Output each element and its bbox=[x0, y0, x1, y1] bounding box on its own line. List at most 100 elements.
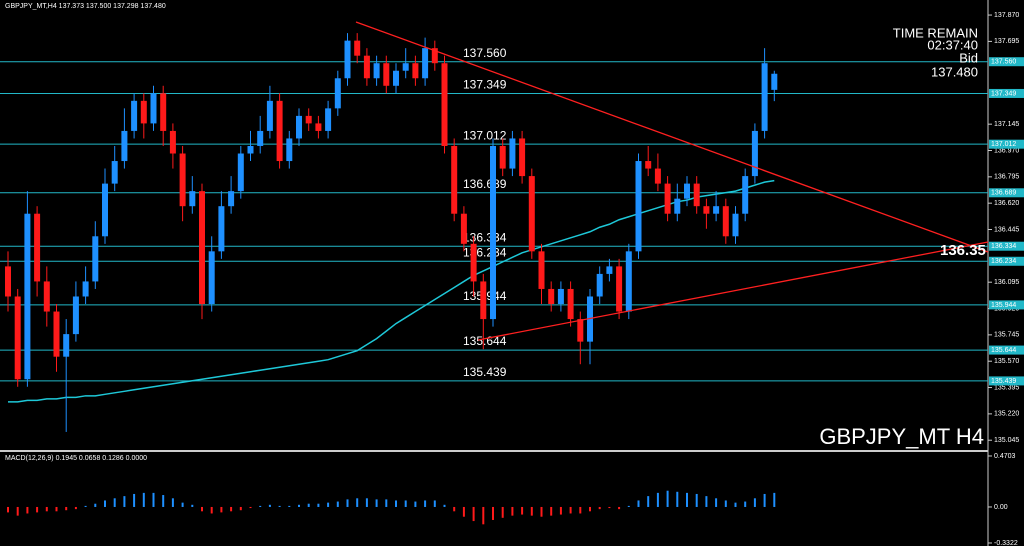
macd-tick-label: 0.00 bbox=[994, 504, 1008, 511]
macd-label: MACD(12,26,9) 0.1945 0.0658 0.1286 0.000… bbox=[5, 455, 147, 462]
y-tick-label: 136.795 bbox=[994, 174, 1019, 181]
level-box bbox=[989, 241, 1024, 251]
candle-body bbox=[228, 191, 235, 207]
level-label: 135.644 bbox=[463, 334, 507, 348]
candle-body bbox=[557, 288, 564, 305]
candle-body bbox=[383, 63, 390, 86]
candle-body bbox=[509, 138, 516, 169]
candle-body bbox=[441, 63, 448, 146]
candle-body bbox=[460, 213, 467, 244]
candle-body bbox=[645, 161, 652, 169]
candle-body bbox=[276, 100, 283, 162]
level-box bbox=[989, 300, 1024, 310]
candle-body bbox=[237, 153, 244, 192]
candle-body bbox=[480, 281, 487, 320]
trend-line bbox=[355, 21, 989, 253]
bid-label: Bid bbox=[959, 50, 978, 65]
y-tick-label: 137.145 bbox=[994, 121, 1019, 128]
candle-body bbox=[102, 183, 108, 237]
candle-body bbox=[131, 100, 138, 131]
level-box-label: 137.349 bbox=[991, 90, 1016, 97]
level-box-label: 135.439 bbox=[991, 378, 1016, 385]
macd-tick-label: -0.3322 bbox=[994, 540, 1018, 546]
y-tick-label: 135.570 bbox=[994, 358, 1019, 365]
candle-body bbox=[451, 145, 458, 214]
candle-body bbox=[179, 153, 186, 207]
candle-body bbox=[150, 93, 157, 124]
level-box bbox=[989, 57, 1024, 67]
candle-body bbox=[92, 236, 99, 282]
candle-body bbox=[199, 191, 205, 305]
candle-body bbox=[14, 296, 21, 380]
macd-tick-label: 0.4703 bbox=[994, 453, 1016, 460]
candle-body bbox=[140, 100, 147, 124]
time-remain: 02:37:40 bbox=[927, 37, 978, 52]
candle-body bbox=[431, 48, 438, 64]
level-label: 136.689 bbox=[463, 177, 507, 191]
candle-body bbox=[625, 251, 632, 312]
bid: 137.480 bbox=[931, 64, 978, 79]
level-box bbox=[989, 256, 1024, 266]
candle-body bbox=[43, 281, 50, 312]
candle-body bbox=[751, 130, 758, 177]
level-label: 135.439 bbox=[463, 365, 507, 379]
candle-body bbox=[334, 78, 341, 109]
candle-body bbox=[373, 63, 380, 79]
watermark: GBPJPY_MT H4 bbox=[819, 424, 984, 449]
y-tick-label: 136.620 bbox=[994, 200, 1019, 207]
price-marker: 136.35 bbox=[940, 242, 986, 259]
y-tick-label: 135.395 bbox=[994, 384, 1019, 391]
level-box-label: 136.334 bbox=[991, 243, 1016, 250]
y-tick-label: 136.445 bbox=[994, 226, 1019, 233]
candle-body bbox=[742, 176, 749, 214]
level-label: 136.334 bbox=[463, 230, 507, 244]
candle-body bbox=[305, 115, 312, 124]
candle-body bbox=[528, 176, 535, 252]
candle-body bbox=[24, 213, 31, 380]
candle-body bbox=[266, 100, 273, 131]
candle-body bbox=[286, 138, 293, 162]
y-tick-label: 135.745 bbox=[994, 332, 1019, 339]
candle-body bbox=[5, 266, 11, 297]
candle-body bbox=[664, 183, 671, 214]
candle-body bbox=[354, 40, 361, 56]
candle-body bbox=[732, 213, 739, 237]
trend-line bbox=[477, 241, 989, 341]
level-label: 137.349 bbox=[463, 78, 507, 92]
candle-body bbox=[499, 145, 506, 169]
candle-body bbox=[577, 319, 584, 342]
candle-body bbox=[63, 334, 70, 357]
candle-body bbox=[470, 243, 477, 282]
candle-body bbox=[713, 206, 720, 214]
candle-body bbox=[635, 161, 642, 252]
y-tick-label: 136.970 bbox=[994, 147, 1019, 154]
candle-body bbox=[218, 206, 225, 252]
level-label: 136.234 bbox=[463, 245, 507, 259]
candle-body bbox=[160, 93, 167, 131]
time-remain-label: TIME REMAIN bbox=[893, 25, 978, 40]
candle-body bbox=[34, 213, 41, 282]
candle-body bbox=[684, 183, 690, 199]
candle-body bbox=[315, 123, 322, 131]
candle-body bbox=[169, 130, 176, 154]
candle-body bbox=[111, 161, 118, 184]
candle-body bbox=[344, 40, 351, 79]
candle-body bbox=[519, 138, 526, 177]
level-label: 137.012 bbox=[463, 128, 507, 142]
candle-body bbox=[393, 70, 399, 86]
y-tick-label: 137.695 bbox=[994, 38, 1019, 45]
candle-body bbox=[703, 206, 710, 214]
level-box-label: 137.012 bbox=[991, 141, 1016, 148]
level-box bbox=[989, 188, 1024, 198]
level-box-label: 135.644 bbox=[991, 347, 1016, 354]
level-box bbox=[989, 345, 1024, 355]
candle-body bbox=[121, 130, 128, 162]
candle-body bbox=[208, 251, 215, 305]
level-box bbox=[989, 139, 1024, 149]
chart-header: GBPJPY_MT,H4 137.373 137.500 137.298 137… bbox=[5, 3, 166, 10]
level-box-label: 136.234 bbox=[991, 258, 1016, 265]
candle-body bbox=[654, 168, 661, 184]
candle-body bbox=[693, 183, 700, 207]
